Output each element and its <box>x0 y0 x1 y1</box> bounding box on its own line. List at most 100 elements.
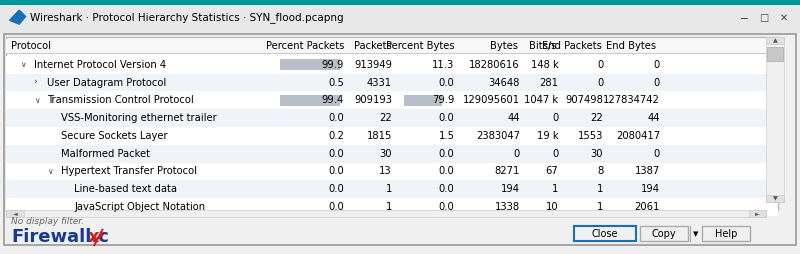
Polygon shape <box>10 10 26 24</box>
Text: ›: › <box>34 78 38 87</box>
Text: 0.0: 0.0 <box>438 149 454 159</box>
Text: 913949: 913949 <box>354 60 392 70</box>
Text: VSS-Monitoring ethernet trailer: VSS-Monitoring ethernet trailer <box>61 113 217 123</box>
Bar <box>6 56 778 74</box>
Bar <box>6 210 24 217</box>
Text: Percent Packets: Percent Packets <box>266 41 344 51</box>
Text: 0.0: 0.0 <box>438 166 454 177</box>
Text: 2061: 2061 <box>634 202 660 212</box>
Text: 22: 22 <box>590 113 603 123</box>
Text: 0.0: 0.0 <box>328 113 344 123</box>
Text: Malformed Packet: Malformed Packet <box>61 149 150 159</box>
Text: □: □ <box>759 13 769 23</box>
Text: 0.0: 0.0 <box>438 77 454 88</box>
Text: Secure Sockets Layer: Secure Sockets Layer <box>61 131 167 141</box>
Text: 2383047: 2383047 <box>476 131 520 141</box>
Text: 0: 0 <box>552 113 558 123</box>
Text: ✕: ✕ <box>780 13 788 23</box>
Text: ◄: ◄ <box>13 211 18 216</box>
Text: Close: Close <box>592 229 618 239</box>
Text: 1: 1 <box>552 184 558 194</box>
Bar <box>749 210 766 217</box>
Bar <box>766 37 784 44</box>
Bar <box>6 127 778 145</box>
Text: 1: 1 <box>597 202 603 212</box>
Bar <box>0 0 800 5</box>
Text: x: x <box>88 229 100 246</box>
Bar <box>6 37 778 210</box>
Bar <box>6 109 778 127</box>
Text: 13: 13 <box>379 166 392 177</box>
Text: Bytes: Bytes <box>490 41 518 51</box>
Text: 99.4: 99.4 <box>322 95 344 105</box>
Text: ∨: ∨ <box>47 167 53 176</box>
Text: Hypertext Transfer Protocol: Hypertext Transfer Protocol <box>61 166 197 177</box>
Text: ∨: ∨ <box>20 60 26 69</box>
Bar <box>766 195 784 202</box>
Text: 0.0: 0.0 <box>328 149 344 159</box>
Text: 907498: 907498 <box>566 95 603 105</box>
Text: 0.2: 0.2 <box>328 131 344 141</box>
Text: 1815: 1815 <box>366 131 392 141</box>
Text: 30: 30 <box>590 149 603 159</box>
Text: Packets: Packets <box>354 41 392 51</box>
Text: 4331: 4331 <box>367 77 392 88</box>
Text: 0.0: 0.0 <box>438 184 454 194</box>
Bar <box>6 180 778 198</box>
Text: 0: 0 <box>597 77 603 88</box>
Text: Percent Bytes: Percent Bytes <box>386 41 454 51</box>
Text: 44: 44 <box>647 113 660 123</box>
Bar <box>6 198 778 216</box>
Text: 34648: 34648 <box>489 77 520 88</box>
Text: Protocol: Protocol <box>11 41 51 51</box>
Bar <box>766 37 784 202</box>
Text: End Packets: End Packets <box>542 41 602 51</box>
Text: 0: 0 <box>654 77 660 88</box>
Text: 127834742: 127834742 <box>603 95 660 105</box>
Text: 1: 1 <box>386 184 392 194</box>
Text: 1338: 1338 <box>495 202 520 212</box>
Bar <box>6 145 778 163</box>
Text: JavaScript Object Notation: JavaScript Object Notation <box>74 202 206 212</box>
Text: 0: 0 <box>654 60 660 70</box>
Text: ▼: ▼ <box>773 196 778 201</box>
Bar <box>0 0 800 33</box>
Bar <box>4 34 796 245</box>
Text: Help: Help <box>715 229 738 239</box>
Text: 0: 0 <box>654 149 660 159</box>
Text: 129095601: 129095601 <box>463 95 520 105</box>
Text: ▲: ▲ <box>773 38 778 43</box>
Bar <box>6 163 778 180</box>
Text: 0.0: 0.0 <box>438 113 454 123</box>
Text: 909193: 909193 <box>354 95 392 105</box>
Text: 0: 0 <box>552 149 558 159</box>
Text: 148 k: 148 k <box>530 60 558 70</box>
Text: Line-based text data: Line-based text data <box>74 184 178 194</box>
Text: Transmission Control Protocol: Transmission Control Protocol <box>47 95 194 105</box>
Text: User Datagram Protocol: User Datagram Protocol <box>47 77 166 88</box>
Text: 99.9: 99.9 <box>322 60 344 70</box>
Text: 44: 44 <box>507 113 520 123</box>
Text: 0.0: 0.0 <box>328 166 344 177</box>
Text: 281: 281 <box>539 77 558 88</box>
Bar <box>6 39 778 53</box>
Text: 1: 1 <box>386 202 392 212</box>
Text: 0.0: 0.0 <box>328 202 344 212</box>
Text: 30: 30 <box>379 149 392 159</box>
Text: 194: 194 <box>641 184 660 194</box>
Text: Firewall.c: Firewall.c <box>11 229 109 246</box>
Text: 19 k: 19 k <box>537 131 558 141</box>
Bar <box>6 74 778 91</box>
Text: 0.5: 0.5 <box>328 77 344 88</box>
Text: 0.0: 0.0 <box>328 184 344 194</box>
Bar <box>280 59 340 70</box>
Bar <box>767 47 783 61</box>
Text: 79.9: 79.9 <box>432 95 454 105</box>
Bar <box>404 95 442 106</box>
FancyBboxPatch shape <box>702 226 750 241</box>
Text: 194: 194 <box>501 184 520 194</box>
Text: 1: 1 <box>597 184 603 194</box>
Text: 0: 0 <box>597 60 603 70</box>
Text: Copy: Copy <box>652 229 676 239</box>
Text: 1387: 1387 <box>634 166 660 177</box>
